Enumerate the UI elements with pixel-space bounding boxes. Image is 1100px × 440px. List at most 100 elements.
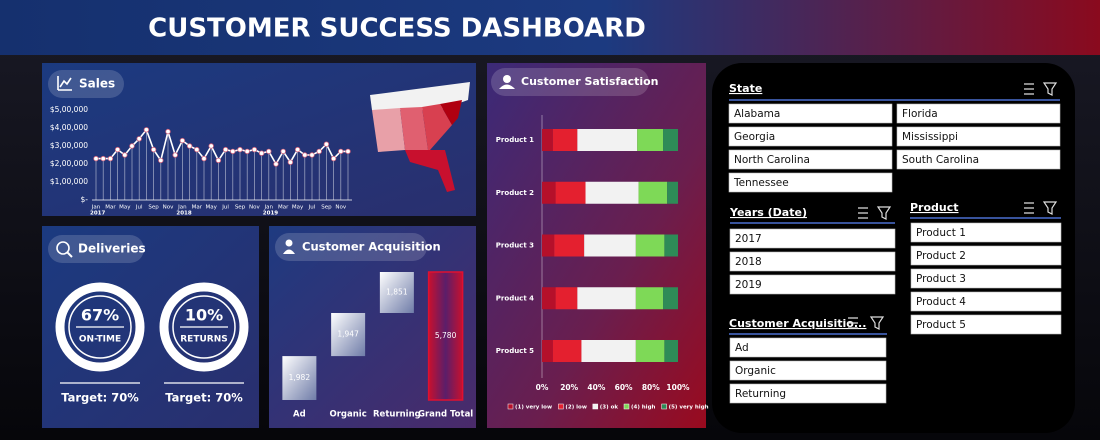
slicer-item-label[interactable]: South Carolina <box>902 154 979 166</box>
slicer-title: Customer Acquisitio... <box>729 317 866 330</box>
slicer-item[interactable] <box>910 314 1062 335</box>
slicer-title: State <box>729 82 762 95</box>
slicer-item[interactable] <box>896 126 1061 147</box>
kpi-returns: 10% RETURNS Target: 70% <box>159 282 249 405</box>
slicer-item[interactable] <box>729 228 896 249</box>
point <box>100 155 106 162</box>
slicer-item[interactable] <box>910 291 1062 312</box>
x-tick-label: Grand Total <box>418 410 473 420</box>
y-tick-label: $3,00,000 <box>50 141 88 150</box>
point <box>230 148 236 155</box>
slicer-item-label[interactable]: 2017 <box>735 233 762 245</box>
kpi-target: Target: 70% <box>61 391 139 405</box>
slicer-item-label[interactable]: Product 5 <box>916 319 966 331</box>
kpi-label: RETURNS <box>180 335 227 345</box>
point <box>93 155 99 162</box>
slicer-item-label[interactable]: Product 3 <box>916 273 966 285</box>
value-label: 1,982 <box>289 373 311 382</box>
deliveries-icon-handle <box>66 251 73 258</box>
segment <box>554 234 585 257</box>
slicer-item[interactable] <box>728 149 893 170</box>
slicer-item[interactable] <box>910 222 1062 243</box>
segment <box>542 129 553 151</box>
slicer-item-label[interactable]: Alabama <box>734 108 780 120</box>
point <box>208 143 214 149</box>
segment <box>635 234 665 257</box>
year-label: 2017 <box>90 211 105 217</box>
slicer-item[interactable] <box>729 360 887 381</box>
slicer-item-label[interactable]: Product 4 <box>916 296 966 308</box>
slicer-item[interactable] <box>896 103 1061 124</box>
dashboard-title: CUSTOMER SUCCESS DASHBOARD <box>148 14 646 44</box>
slicer-item-label[interactable]: Georgia <box>734 131 775 143</box>
segment <box>581 340 636 362</box>
slicer-item[interactable] <box>729 274 896 295</box>
segment <box>663 287 678 310</box>
slicer-item-label[interactable]: Ad <box>735 342 749 354</box>
segment <box>663 129 678 151</box>
slicer-item[interactable] <box>729 383 887 404</box>
x-tick-label: Mar <box>278 205 289 211</box>
state-map <box>370 82 470 192</box>
slicer-item-label[interactable]: Mississippi <box>902 131 958 143</box>
y-tick-label: $5,00,000 <box>50 105 88 114</box>
segment <box>638 181 668 204</box>
segment <box>542 340 553 362</box>
sales-icon <box>57 76 72 91</box>
slicer-item-label[interactable]: Florida <box>902 108 938 120</box>
slicer-item-label[interactable]: Product 1 <box>916 227 966 239</box>
point <box>244 148 250 155</box>
slicer-item[interactable] <box>728 172 893 193</box>
x-tick-label: 20% <box>560 383 578 392</box>
legend-swatch <box>592 403 599 410</box>
point <box>122 152 128 158</box>
slicer-item-label[interactable]: 2019 <box>735 279 762 291</box>
year-label: 2019 <box>263 211 278 217</box>
x-tick-label: Organic <box>330 410 367 420</box>
point <box>165 128 171 135</box>
x-tick-label: 60% <box>615 383 633 392</box>
value-label: 1,851 <box>386 287 408 296</box>
slicer-item[interactable] <box>729 337 887 358</box>
point <box>273 161 279 167</box>
slicer-item-label[interactable]: North Carolina <box>734 154 810 166</box>
slicer-item[interactable] <box>729 251 896 272</box>
point <box>186 143 193 149</box>
x-tick-label: 80% <box>642 383 660 392</box>
bar <box>379 272 414 313</box>
acquisition-icon <box>285 239 293 247</box>
y-tick-label: Product 3 <box>496 242 534 250</box>
slicer-item[interactable] <box>728 103 893 124</box>
point <box>280 148 286 155</box>
slicer-item[interactable] <box>728 126 893 147</box>
slicer-item[interactable] <box>910 245 1062 266</box>
x-tick-label: Jul <box>221 205 229 211</box>
segment <box>555 287 578 310</box>
x-tick-label: Nov <box>163 205 174 211</box>
satisfaction-title: Customer Satisfaction <box>521 75 659 88</box>
x-tick-label: Jan <box>91 205 101 211</box>
point <box>302 152 308 158</box>
slicer-item[interactable] <box>896 149 1061 170</box>
point <box>237 146 243 153</box>
slicer-item-label[interactable]: Returning <box>735 388 786 400</box>
point <box>194 146 200 153</box>
point <box>338 148 344 155</box>
segment <box>577 287 636 310</box>
slicer-item-label[interactable]: Organic <box>735 365 776 377</box>
x-tick-label: Ad <box>293 410 306 420</box>
deliveries-icon <box>56 241 70 255</box>
point <box>330 155 337 162</box>
slicer-item[interactable] <box>910 268 1062 289</box>
legend-swatch <box>661 403 667 410</box>
slicer-item-label[interactable]: Tennessee <box>733 177 789 189</box>
x-tick-label: Sep <box>148 205 159 211</box>
legend-label: (5) very high <box>669 405 709 411</box>
segment <box>664 340 678 362</box>
point <box>201 155 207 162</box>
slicer-item-label[interactable]: 2018 <box>735 256 762 268</box>
slicer-item-label[interactable]: Product 2 <box>916 250 966 262</box>
total-bar <box>427 271 464 401</box>
point <box>251 146 258 153</box>
